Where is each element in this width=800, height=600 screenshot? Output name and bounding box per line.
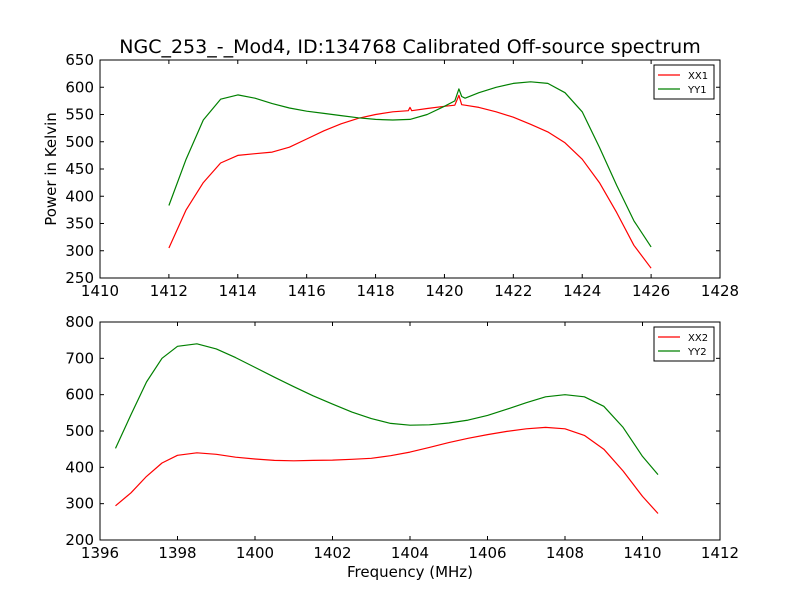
x-tick-label: 1420 (425, 282, 463, 300)
plot-area (99, 59, 721, 279)
x-tick-label: 1428 (701, 282, 739, 300)
y-tick-label: 200 (65, 531, 94, 549)
x-tick-label: 1412 (150, 282, 188, 300)
y-tick-label: 650 (65, 51, 94, 69)
y-tick-label: 350 (65, 215, 94, 233)
x-tick-label: 1424 (563, 282, 601, 300)
x-tick-label: 1410 (623, 544, 661, 562)
x-tick-label: 1422 (494, 282, 532, 300)
legend-label: XX2 (688, 333, 708, 344)
x-tick-label: 1400 (236, 544, 274, 562)
x-tick-label: 1402 (313, 544, 351, 562)
plot-area (99, 321, 721, 541)
y-tick-label: 250 (65, 269, 94, 287)
x-tick-label: 1396 (81, 544, 119, 562)
x-tick-label: 1410 (81, 282, 119, 300)
x-tick-label: 1426 (632, 282, 670, 300)
y-tick-label: 300 (65, 495, 94, 513)
y-tick-label: 450 (65, 160, 94, 178)
legend-label: YY1 (687, 85, 707, 96)
y-tick-label: 300 (65, 242, 94, 260)
series-line-xx2 (115, 426, 659, 514)
x-tick-label: 1414 (219, 282, 257, 300)
spectrum-panel-1: 1410 1412 1414 1416 1418 1420 1422 1424 1426 1428… (65, 51, 739, 300)
y-tick-label: 800 (65, 313, 94, 331)
y-axis-label: Power in Kelvin (42, 112, 60, 226)
legend (653, 64, 715, 100)
y-tick-label: 700 (65, 349, 94, 367)
y-tick-label: 500 (65, 422, 94, 440)
x-tick-label: 1398 (158, 544, 196, 562)
y-tick-label: 600 (65, 386, 94, 404)
x-tick-label: 1404 (391, 544, 429, 562)
series-line-xx1 (168, 94, 652, 269)
x-tick-label: 1418 (356, 282, 394, 300)
legend-label: YY2 (687, 347, 707, 358)
y-tick-label: 400 (65, 458, 94, 476)
spectrum-panel-2: 1396 1398 1400 1402 1404 1406 1408 1410 1412 200 3… (65, 313, 739, 562)
y-tick-label: 600 (65, 78, 94, 96)
y-tick-label: 500 (65, 133, 94, 151)
chart-title: NGC_253_-_Mod4, ID:134768 Calibrated Off… (119, 36, 700, 58)
series-line-yy2 (114, 343, 659, 475)
y-tick-label: 550 (65, 106, 94, 124)
x-tick-label: 1416 (288, 282, 326, 300)
x-tick-label: 1406 (468, 544, 506, 562)
x-axis-label: Frequency (MHz) (347, 563, 473, 581)
series-line-yy1 (168, 81, 652, 248)
legend-label: XX1 (688, 71, 708, 82)
y-tick-label: 400 (65, 187, 94, 205)
x-tick-label: 1412 (701, 544, 739, 562)
legend (653, 326, 715, 362)
x-tick-label: 1408 (546, 544, 584, 562)
